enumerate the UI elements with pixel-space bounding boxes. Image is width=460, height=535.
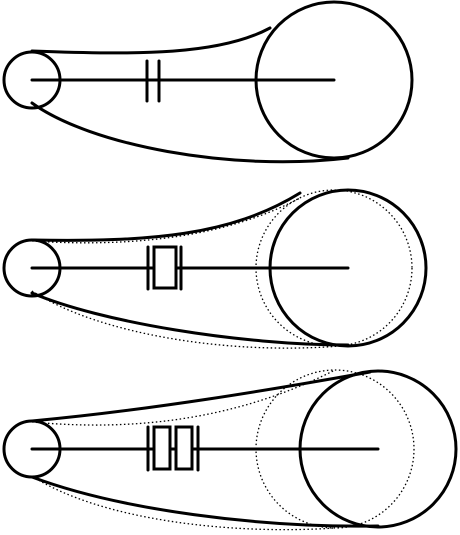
belt-bottom	[30, 475, 380, 528]
previous-belt-top	[31, 369, 336, 426]
stage-1	[2, 0, 414, 164]
stage-2	[2, 188, 428, 349]
previous-pulley-outline	[255, 369, 415, 529]
spacer-block	[152, 245, 178, 290]
previous-belt-top	[31, 197, 301, 244]
belt-top	[30, 191, 302, 242]
belt-bottom	[30, 291, 350, 347]
belt-top	[30, 370, 372, 423]
belt-bottom	[30, 101, 350, 164]
previous-belt-bottom	[31, 475, 336, 531]
spacer-block-1	[152, 425, 172, 471]
belt-top	[30, 26, 272, 55]
previous-belt-bottom	[31, 290, 341, 349]
stage-3	[2, 369, 458, 531]
spacer-block-2	[174, 425, 194, 471]
